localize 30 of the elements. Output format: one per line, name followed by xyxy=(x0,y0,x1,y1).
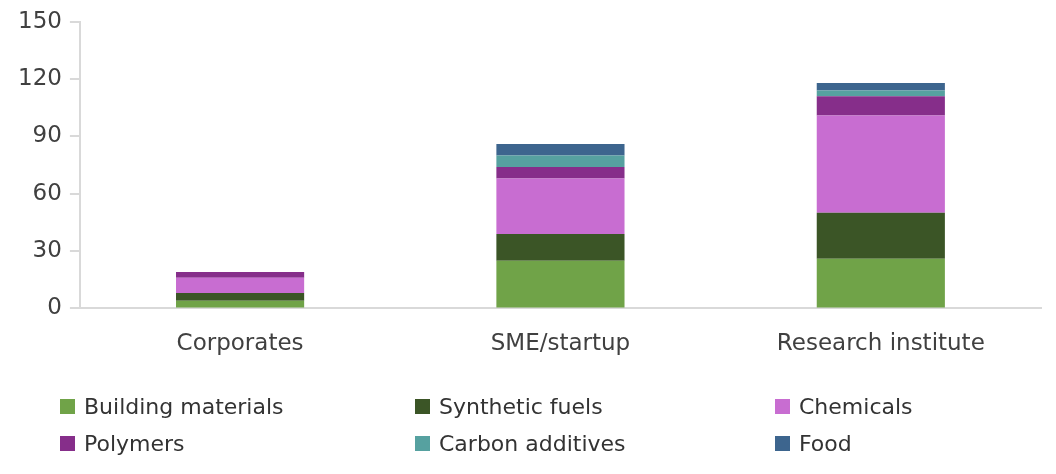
bar xyxy=(176,277,305,294)
bar xyxy=(496,260,625,308)
legend-label: Carbon additives xyxy=(439,431,626,456)
legend-label: Polymers xyxy=(84,431,185,456)
y-tick-label: 0 xyxy=(47,293,62,320)
bar xyxy=(176,293,305,301)
bar xyxy=(816,96,945,116)
x-tick-label: Research institute xyxy=(776,329,985,356)
x-tick-label: SME/startup xyxy=(490,329,631,356)
y-tick-label: 60 xyxy=(32,178,62,205)
x-tick-label: Corporates xyxy=(176,329,304,356)
bar xyxy=(496,178,625,234)
y-tick-label: 90 xyxy=(32,121,62,148)
bar xyxy=(496,167,625,179)
legend-label: Building materials xyxy=(84,394,284,419)
legend-label: Chemicals xyxy=(799,394,913,419)
bar xyxy=(496,155,625,168)
bar xyxy=(816,212,945,259)
y-tick-label: 120 xyxy=(17,64,62,91)
y-tick-label: 150 xyxy=(17,6,62,33)
bar xyxy=(816,258,945,308)
y-tick-label: 30 xyxy=(32,236,62,263)
bar xyxy=(816,115,945,213)
bar xyxy=(176,300,305,308)
bar xyxy=(496,233,625,261)
bar xyxy=(816,82,945,91)
bar xyxy=(496,144,625,156)
legend-label: Food xyxy=(799,431,852,456)
bar xyxy=(176,272,305,278)
legend-label: Synthetic fuels xyxy=(439,394,603,419)
